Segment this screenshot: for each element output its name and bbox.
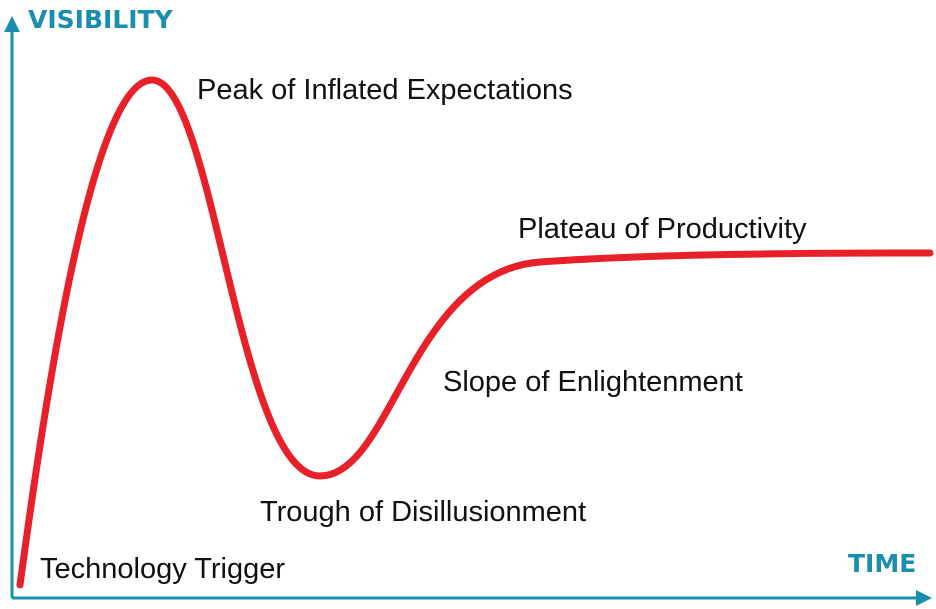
axes: [4, 16, 932, 606]
hype-curve: [16, 76, 934, 589]
phase-label: Plateau of Productivity: [518, 213, 807, 245]
phase-label: Technology Trigger: [40, 553, 285, 585]
phase-label: Trough of Disillusionment: [260, 496, 586, 528]
x-axis-arrow: [916, 590, 932, 606]
phase-label: Slope of Enlightenment: [443, 366, 743, 398]
y-axis-arrow: [4, 16, 20, 32]
phase-label: Peak of Inflated Expectations: [197, 74, 573, 106]
x-axis-label: TIME: [848, 549, 916, 578]
y-axis-label: VISIBILITY: [28, 5, 174, 34]
